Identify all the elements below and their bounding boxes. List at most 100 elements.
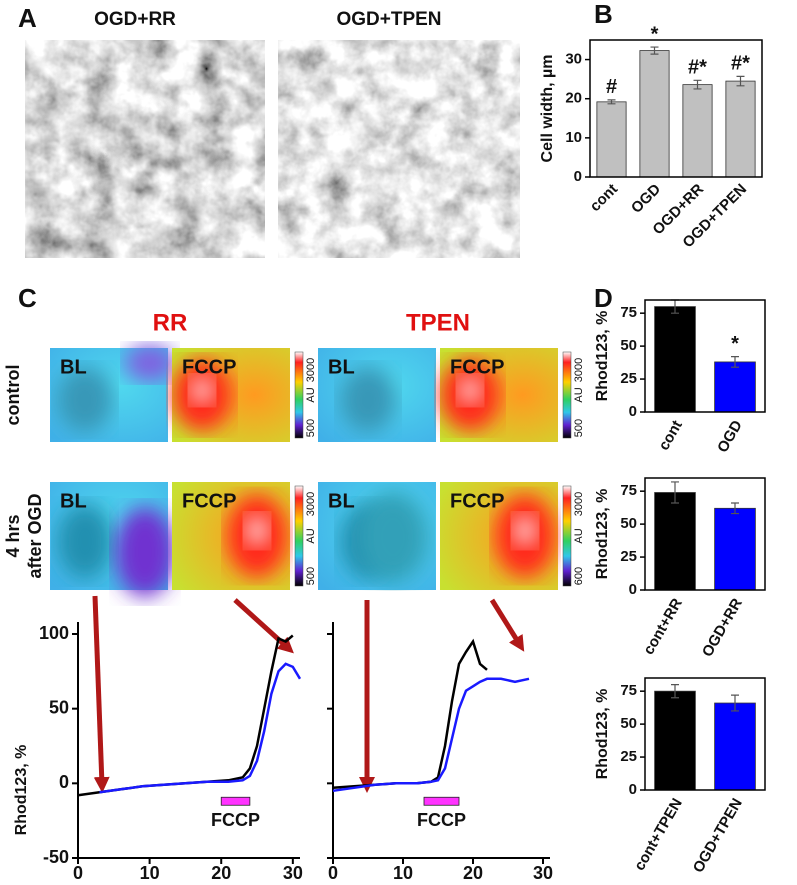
bar xyxy=(654,492,696,591)
plot-frame xyxy=(589,39,763,178)
heatmap-blob xyxy=(513,514,537,547)
colorbar xyxy=(294,351,304,439)
row-label: after OGD xyxy=(25,493,45,578)
x-tick-label: 10 xyxy=(393,863,413,883)
image-label: OGD+TPEN xyxy=(336,9,441,30)
heatmap-tile xyxy=(172,482,290,590)
colorbar-max: 3000 xyxy=(305,358,317,382)
data-line xyxy=(77,634,294,797)
stimulus-bar xyxy=(220,796,251,806)
image-label: OGD+RR xyxy=(94,9,176,30)
micrograph xyxy=(25,40,265,258)
axes xyxy=(77,622,300,859)
colorbar xyxy=(562,351,572,439)
heatmap-tile xyxy=(318,348,436,442)
y-tick-label: 10 xyxy=(565,129,582,146)
heatmap-tile xyxy=(50,345,175,442)
x-tick-label: OGD+RR xyxy=(699,595,746,660)
heatmap-blob xyxy=(115,507,175,597)
bar xyxy=(654,690,696,791)
y-tick-label: 25 xyxy=(620,370,637,387)
y-axis-label: Rhod123, % xyxy=(594,311,611,402)
y-tick-label: 50 xyxy=(49,697,69,717)
bar xyxy=(682,84,713,178)
error-bar xyxy=(731,694,739,712)
heatmap-tile xyxy=(50,482,175,597)
colorbar-unit: AU xyxy=(305,528,317,543)
y-tick-label: 75 xyxy=(620,304,637,321)
y-tick-label: 30 xyxy=(565,51,582,68)
y-tick-label: 25 xyxy=(620,748,637,765)
tile-label: FCCP xyxy=(450,356,504,378)
x-tick-label: cont+RR xyxy=(640,595,686,657)
tile-label: FCCP xyxy=(450,490,504,512)
heatmap-tile xyxy=(440,482,558,590)
y-tick-label: 0 xyxy=(629,403,637,420)
x-tick-label: 20 xyxy=(211,863,231,883)
colorbar-min: 600 xyxy=(573,567,585,585)
y-tick-label: 50 xyxy=(620,515,637,532)
tile-label: BL xyxy=(60,356,87,378)
error-bar xyxy=(736,75,745,87)
error-bar xyxy=(731,356,739,368)
colorbar-min: 500 xyxy=(573,419,585,437)
stimulus-bar xyxy=(423,796,460,806)
heatmap-blob xyxy=(458,376,482,405)
stimulus-label: FCCP xyxy=(211,810,260,830)
bar xyxy=(714,702,756,791)
plot-frame xyxy=(644,677,766,791)
significance: # xyxy=(606,76,617,98)
plot-frame xyxy=(644,299,766,413)
y-tick-label: 50 xyxy=(620,715,637,732)
y-tick-label: 50 xyxy=(620,337,637,354)
y-tick-label: 100 xyxy=(39,623,69,643)
x-tick-label: cont xyxy=(587,181,621,215)
y-tick-label: 0 xyxy=(574,168,582,185)
significance: #* xyxy=(688,57,707,79)
x-tick-label: 30 xyxy=(533,863,553,883)
y-tick-label: 25 xyxy=(620,548,637,565)
colorbar xyxy=(294,485,304,587)
colorbar-max: 3000 xyxy=(305,492,317,516)
heatmap-blob xyxy=(57,366,113,433)
tile-label: FCCP xyxy=(182,356,236,378)
arrow xyxy=(489,598,525,652)
group-label: RR xyxy=(153,309,188,336)
data-line xyxy=(332,677,530,793)
colorbar xyxy=(562,485,572,587)
y-tick-label: 0 xyxy=(629,581,637,598)
heatmap-tile xyxy=(440,348,558,442)
error-bar xyxy=(731,502,739,515)
y-tick-label: 20 xyxy=(565,90,582,107)
significance: * xyxy=(651,23,659,45)
bar xyxy=(639,50,670,178)
data-line xyxy=(99,662,302,794)
bar xyxy=(714,507,756,591)
heatmap-blob xyxy=(57,503,113,580)
y-axis-label: Rhod123, % xyxy=(13,745,30,836)
x-tick-label: 30 xyxy=(283,863,303,883)
x-tick-label: 0 xyxy=(328,863,338,883)
x-tick-label: 20 xyxy=(463,863,483,883)
heatmap-blob xyxy=(340,366,396,433)
tile-label: BL xyxy=(60,490,87,512)
heatmap-tile xyxy=(172,348,290,442)
tile-label: BL xyxy=(328,356,355,378)
group-label: TPEN xyxy=(406,309,470,336)
y-tick-label: 0 xyxy=(629,781,637,798)
panel-label: B xyxy=(594,0,613,29)
arrow xyxy=(92,595,110,793)
x-tick-label: 10 xyxy=(140,863,160,883)
error-bar xyxy=(671,683,679,699)
heatmap-blob xyxy=(125,345,175,381)
y-tick-label: 0 xyxy=(59,772,69,792)
significance: * xyxy=(731,333,739,355)
error-bar xyxy=(607,99,616,105)
heatmap-blob xyxy=(245,514,269,547)
colorbar-max: 3000 xyxy=(573,492,585,516)
significance: #* xyxy=(731,53,750,75)
bar xyxy=(654,306,696,413)
heatmap-blob xyxy=(358,492,428,582)
error-bar xyxy=(650,46,659,55)
